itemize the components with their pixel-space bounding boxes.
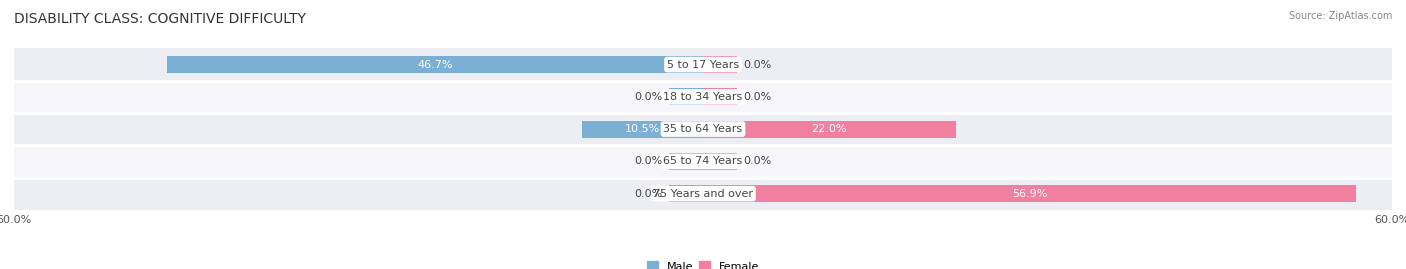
Text: Source: ZipAtlas.com: Source: ZipAtlas.com — [1288, 11, 1392, 21]
Bar — [167, 56, 703, 73]
Text: 65 to 74 Years: 65 to 74 Years — [664, 156, 742, 167]
Text: 18 to 34 Years: 18 to 34 Years — [664, 92, 742, 102]
Text: 0.0%: 0.0% — [634, 156, 662, 167]
Bar — [703, 153, 738, 170]
Text: 75 Years and over: 75 Years and over — [652, 189, 754, 199]
Text: 0.0%: 0.0% — [744, 156, 772, 167]
Text: 0.0%: 0.0% — [744, 92, 772, 102]
Bar — [703, 121, 956, 137]
Text: 10.5%: 10.5% — [626, 124, 661, 134]
Bar — [14, 81, 1392, 113]
Bar — [582, 121, 703, 137]
Bar — [669, 89, 703, 105]
Text: 0.0%: 0.0% — [634, 92, 662, 102]
Text: 0.0%: 0.0% — [744, 59, 772, 70]
Text: DISABILITY CLASS: COGNITIVE DIFFICULTY: DISABILITY CLASS: COGNITIVE DIFFICULTY — [14, 12, 307, 26]
Bar — [14, 178, 1392, 210]
Text: 22.0%: 22.0% — [811, 124, 846, 134]
Bar — [703, 56, 738, 73]
Bar — [14, 113, 1392, 145]
Text: 35 to 64 Years: 35 to 64 Years — [664, 124, 742, 134]
Bar — [14, 48, 1392, 81]
Bar — [703, 89, 738, 105]
Text: 5 to 17 Years: 5 to 17 Years — [666, 59, 740, 70]
Text: 46.7%: 46.7% — [418, 59, 453, 70]
Text: 0.0%: 0.0% — [634, 189, 662, 199]
Bar — [669, 185, 703, 202]
Text: 56.9%: 56.9% — [1012, 189, 1047, 199]
Bar — [669, 153, 703, 170]
Legend: Male, Female: Male, Female — [647, 261, 759, 269]
Bar — [703, 185, 1357, 202]
Bar — [14, 145, 1392, 178]
